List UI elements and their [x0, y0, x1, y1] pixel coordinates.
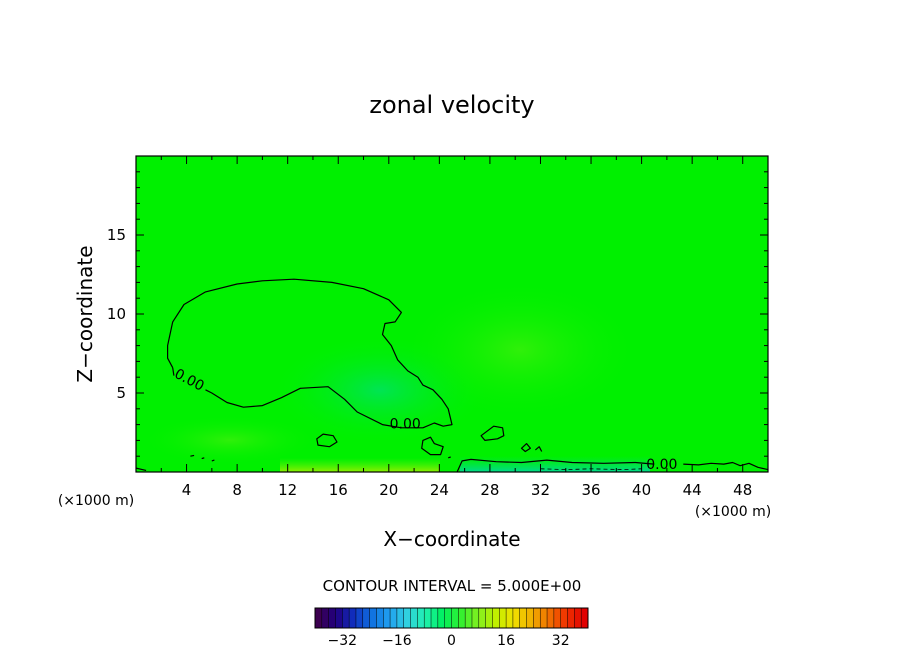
colorbar-band: [335, 608, 343, 628]
x-tick-label: 24: [430, 481, 449, 499]
colorbar-band: [369, 608, 377, 628]
contour-line: [520, 443, 531, 453]
field-shade-warm: [400, 280, 640, 420]
contour-line: [316, 433, 338, 448]
contour-line: [535, 446, 543, 452]
colorbar-band: [478, 608, 486, 628]
colorbar-tick-label: 0: [447, 633, 456, 649]
colorbar-band: [581, 608, 589, 628]
field-shade-warm-low: [140, 415, 320, 465]
contour-line: [448, 456, 451, 459]
colorbar-band: [526, 608, 534, 628]
colorbar-band: [547, 608, 555, 628]
colorbar-band: [376, 608, 384, 628]
colorbar-band: [362, 608, 370, 628]
colorbar-band: [553, 608, 562, 628]
colorbar-band: [437, 608, 445, 628]
y-axis: 5 10 15: [107, 171, 768, 457]
colorbar-band: [328, 608, 336, 628]
colorbar-band: [444, 608, 452, 628]
contour-line: [211, 459, 215, 462]
contour-line: [172, 367, 175, 376]
y-tick-label: 10: [107, 305, 126, 323]
colorbar-band: [512, 608, 521, 628]
colorbar-band: [410, 608, 418, 628]
x-axis: 4 8 12 16 20 24 28 32 36 40 44 48: [160, 156, 752, 499]
colorbar-band: [349, 608, 357, 628]
contour-lines: [136, 278, 768, 472]
contour-line: [136, 467, 147, 471]
x-tick-label: 20: [379, 481, 398, 499]
colorbar-band: [383, 608, 391, 628]
y-tick-label: 15: [107, 226, 126, 244]
x-axis-title: X−coordinate: [383, 527, 520, 551]
colorbar-band: [417, 608, 425, 628]
colorbar-tick-label: 32: [552, 633, 570, 649]
contour-line: [167, 278, 453, 429]
colorbar-tick-label: −16: [382, 633, 412, 649]
contour-label: 0.00: [646, 457, 677, 473]
colorbar-band: [567, 608, 575, 628]
colorbar-band: [342, 608, 350, 628]
colorbar-band: [506, 608, 514, 628]
contour-interval-label: CONTOUR INTERVAL = 5.000E+00: [323, 577, 582, 595]
colorbar-band: [458, 608, 466, 628]
y-tick-label: 5: [116, 384, 126, 402]
contour-line: [683, 461, 768, 471]
colorbar-band: [315, 608, 323, 628]
colorbar-frame: [314, 607, 589, 629]
colorbar-band: [465, 608, 473, 628]
contour-line: [421, 436, 444, 456]
colorbar-band: [533, 608, 541, 628]
colorbar-band: [574, 608, 582, 628]
contour-line: [456, 458, 655, 472]
x-tick-label: 48: [733, 481, 752, 499]
x-tick-label: 40: [632, 481, 651, 499]
colorbar-band: [485, 608, 493, 628]
colorbar-band: [560, 608, 568, 628]
colorbar-band: [390, 608, 398, 628]
x-tick-label: 4: [182, 481, 192, 499]
colorbar-band: [403, 608, 411, 628]
colorbar-tick-label: 16: [497, 633, 515, 649]
colorbar: −32 −16 0 16 32: [314, 607, 589, 649]
x-tick-label: 8: [232, 481, 242, 499]
field-shade-surface-cool: [460, 456, 650, 472]
x-unit-left: (×1000 m): [58, 493, 134, 509]
colorbar-band: [396, 608, 405, 628]
colorbar-band: [499, 608, 507, 628]
field-shade-surface-warm: [280, 458, 440, 472]
x-tick-label: 36: [581, 481, 600, 499]
contour-line: [201, 457, 205, 460]
colorbar-band: [540, 608, 548, 628]
colorbar-band: [492, 608, 500, 628]
x-tick-label: 12: [278, 481, 297, 499]
colorbar-tick-label: −32: [328, 633, 358, 649]
colorbar-band: [451, 608, 459, 628]
chart-title: zonal velocity: [369, 91, 534, 119]
y-axis-title: Z−coordinate: [73, 245, 97, 382]
colorbar-band: [471, 608, 480, 628]
contour-label: 0.00: [390, 417, 421, 433]
contour-line: [480, 425, 505, 441]
x-tick-label: 28: [480, 481, 499, 499]
colorbar-band: [321, 608, 329, 628]
x-tick-label: 44: [683, 481, 702, 499]
colorbar-band: [355, 608, 364, 628]
x-tick-label: 16: [329, 481, 348, 499]
plot-field: [136, 156, 768, 472]
colorbar-band: [431, 608, 439, 628]
contour-line: [190, 454, 195, 457]
colorbar-band: [519, 608, 527, 628]
colorbar-band: [424, 608, 432, 628]
x-unit-right: (×1000 m): [695, 504, 771, 520]
x-tick-label: 32: [531, 481, 550, 499]
